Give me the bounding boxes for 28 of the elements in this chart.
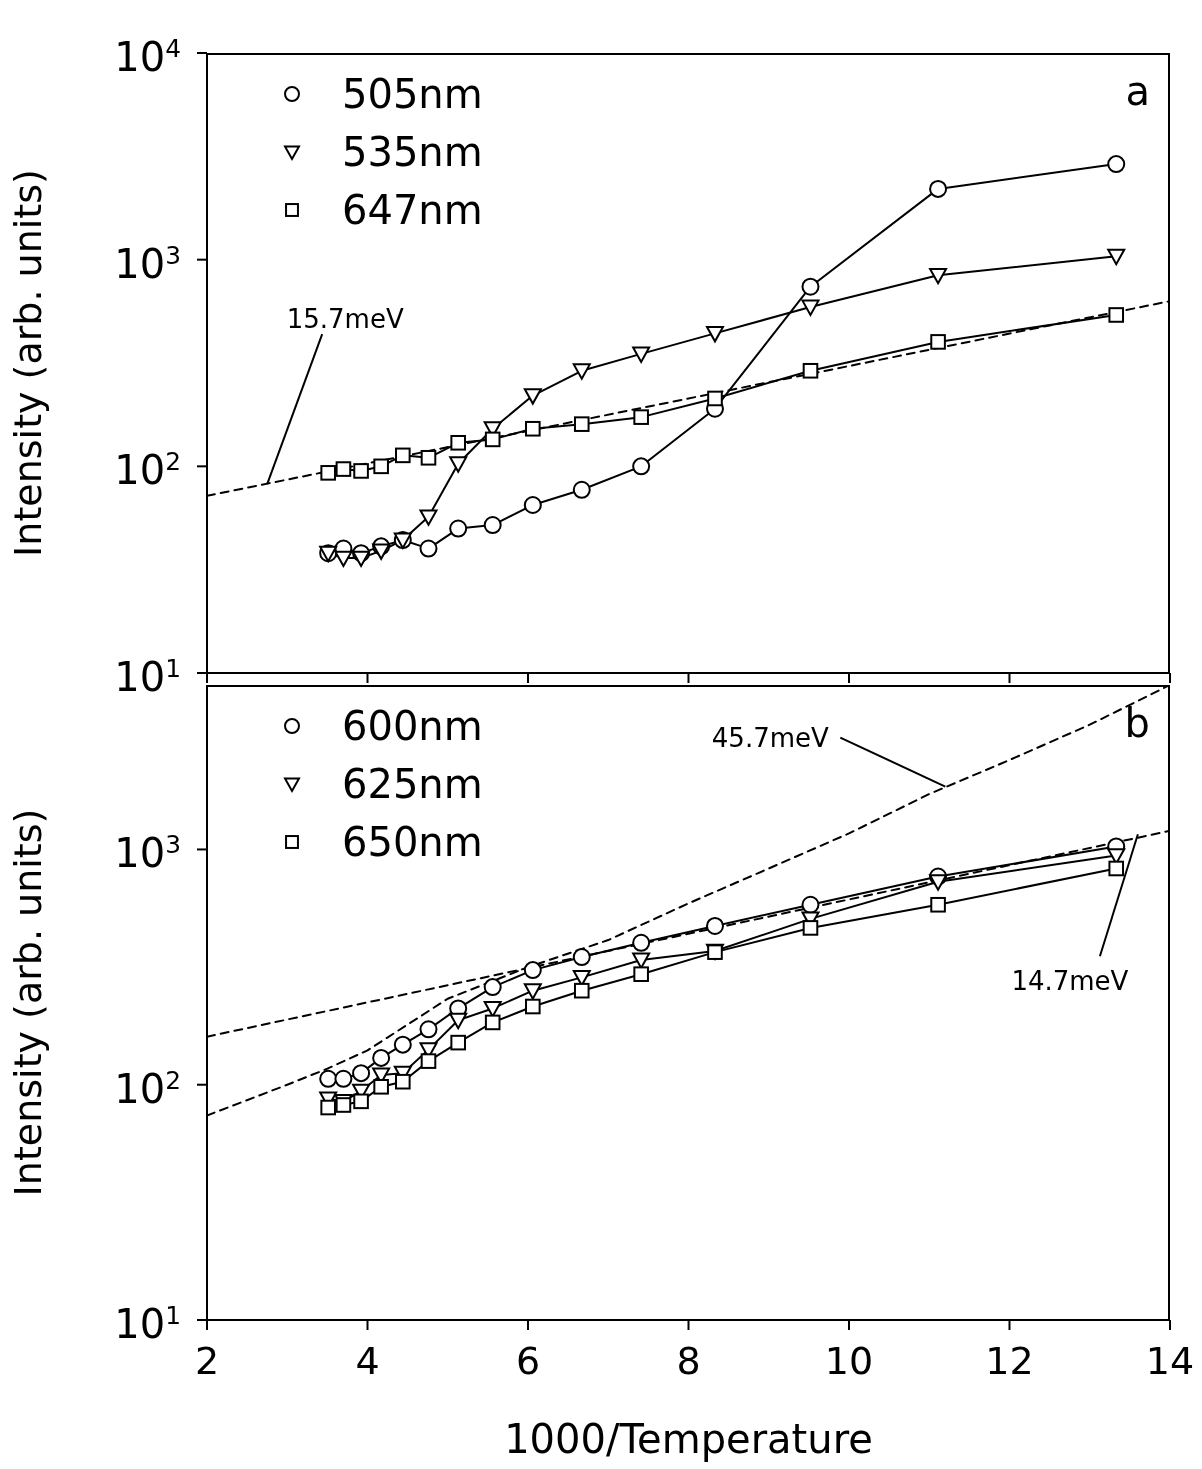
legend-label: 650nm [342,818,483,867]
x-tick-label: 14 [1145,1339,1195,1384]
y-axis-title: Intensity (arb. units) [6,169,51,557]
x-tick-label: 8 [676,1339,701,1384]
annotation: a [1125,68,1150,114]
x-tick-label: 4 [355,1339,380,1384]
legend-label: 505nm [342,70,483,119]
x-tick-label: 12 [985,1339,1034,1384]
annotation: b [1124,700,1150,746]
annotation: 45.7meV [711,722,830,753]
legend-label: 625nm [342,760,483,809]
x-axis-title: 1000/Temperature [504,1416,873,1462]
y-tick-label: 10$^{2}$ [114,1065,181,1112]
annotation: 15.7meV [286,304,404,335]
y-tick-label: 10$^{4}$ [114,33,181,80]
y-tick-label: 10$^{2}$ [114,446,181,494]
x-tick-label: 10 [824,1339,874,1384]
x-tick-label: 2 [194,1339,220,1384]
legend-label: 647nm [342,186,483,235]
legend-label: 535nm [342,128,483,177]
y-tick-label: 10$^{1}$ [114,1300,181,1347]
y-tick-label: 10$^{3}$ [114,829,181,877]
y-axis-title: Intensity (arb. units) [6,808,51,1197]
y-tick-label: 10$^{3}$ [114,240,181,287]
legend-label: 600nm [342,702,483,751]
x-tick-label: 6 [515,1339,541,1384]
annotation: 14.7meV [1011,966,1129,997]
y-tick-label: 10$^{1}$ [114,653,181,700]
